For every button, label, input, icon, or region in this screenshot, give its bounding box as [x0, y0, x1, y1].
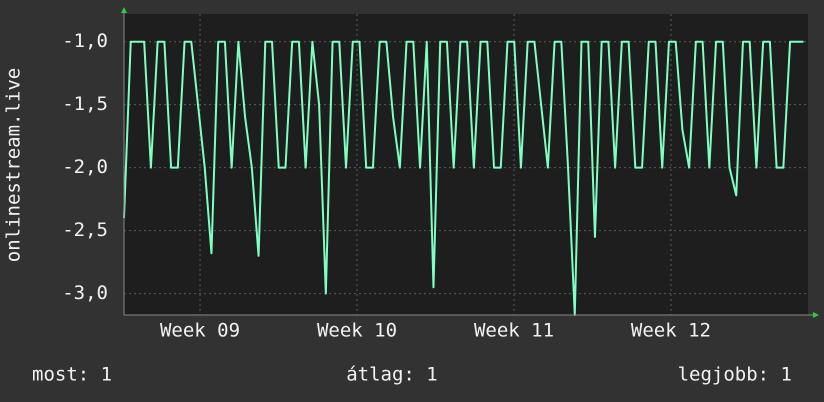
y-axis-label: onlinestream.live [3, 68, 25, 262]
x-tick-label: Week 12 [631, 320, 711, 342]
x-tick-label: Week 10 [317, 320, 397, 342]
y-tick-label: -3,0 [62, 282, 108, 304]
y-tick-label: -2,5 [62, 219, 108, 241]
footer-average: átlag: 1 [346, 364, 438, 386]
y-tick-label: -2,0 [62, 156, 108, 178]
x-axis-arrow [813, 312, 819, 318]
data-line [123, 40, 804, 316]
y-tick-label: -1,0 [62, 30, 108, 52]
y-tick-label: -1,5 [62, 93, 108, 115]
footer-best: legjobb: 1 [678, 364, 792, 386]
footer-current: most: 1 [32, 364, 112, 386]
x-tick-label: Week 09 [160, 320, 240, 342]
y-axis-arrow [121, 7, 127, 13]
x-tick-label: Week 11 [474, 320, 554, 342]
plot: -3,0 -2,5 -2,0 -1,5 -1,0 Week 09 Week 10 Week 1… [62, 14, 808, 342]
